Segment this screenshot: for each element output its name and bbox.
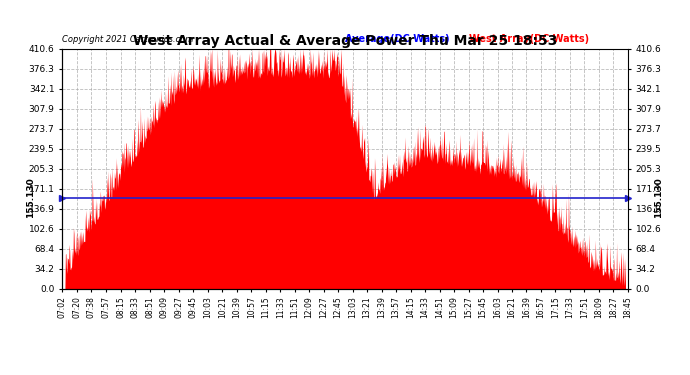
Text: 155.130: 155.130 [26, 178, 35, 219]
Text: 155.130: 155.130 [655, 178, 664, 219]
Title: West Array Actual & Average Power Thu Mar 25 18:53: West Array Actual & Average Power Thu Ma… [132, 34, 558, 48]
Text: West Array(DC Watts): West Array(DC Watts) [469, 34, 589, 44]
Text: Copyright 2021 Cartronics.com: Copyright 2021 Cartronics.com [62, 35, 193, 44]
Text: Average(DC Watts): Average(DC Watts) [345, 34, 450, 44]
